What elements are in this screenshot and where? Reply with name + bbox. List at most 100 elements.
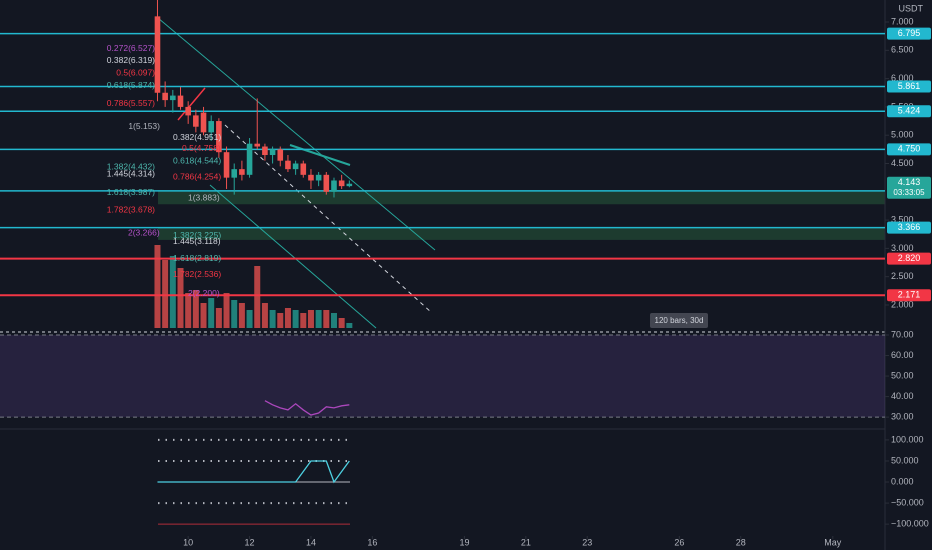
volume-bar (231, 300, 238, 328)
countdown: 03:33:05 (893, 188, 925, 197)
bars-label: 120 bars, 30d (655, 316, 704, 325)
x-tick-label: 10 (183, 537, 193, 547)
candle-body (269, 149, 276, 156)
volume-bar (200, 303, 207, 328)
volume-bar (154, 245, 161, 328)
trend-line (157, 17, 436, 251)
x-tick-label: 19 (459, 537, 469, 547)
volume-bar (246, 310, 253, 328)
x-tick-label: 23 (582, 537, 592, 547)
level-tag (887, 105, 931, 118)
level-label: 4.750 (898, 144, 921, 154)
y-tick-label: −50.000 (891, 497, 924, 507)
level-tag (887, 80, 931, 93)
fib-label: 0.786(5.557) (107, 98, 155, 108)
level-label: 3.366 (898, 222, 921, 232)
y-tick-label: 6.000 (891, 73, 914, 83)
candle-body (177, 95, 184, 107)
x-tick-label: May (824, 537, 842, 547)
rsi-band (0, 334, 885, 418)
fib-label: 1.782(3.678) (107, 204, 155, 214)
fib-label: 2(2.200) (188, 288, 220, 298)
candle-body (308, 174, 314, 181)
level-tag (887, 289, 931, 302)
y-tick-label: 5.000 (891, 130, 914, 140)
candle-body (277, 149, 284, 161)
volume-bar (169, 256, 176, 328)
volume-bar (277, 313, 284, 328)
level-label: 2.171 (898, 290, 921, 300)
y-tick-label: 4.500 (891, 158, 914, 168)
fib-label: 0.382(4.951) (173, 132, 221, 142)
candle-body (170, 95, 176, 101)
y-tick-label: 40.00 (891, 391, 914, 401)
volume-bar (208, 298, 215, 328)
volume-bar (185, 293, 192, 328)
zone (158, 227, 885, 240)
trend-line (289, 144, 351, 166)
last-price-label: 4.143 (898, 177, 921, 187)
level-tag (887, 221, 931, 234)
volume-bar (307, 310, 314, 328)
fib-label: 1(5.153) (128, 121, 160, 131)
fib-label: 1(3.883) (188, 193, 220, 203)
x-tick-label: 28 (736, 537, 746, 547)
fib-label: 1.618(3.987) (107, 187, 155, 197)
fib-label: 1.445(3.118) (173, 236, 221, 246)
candle-body (262, 146, 268, 156)
y-tick-label: 100.000 (891, 434, 924, 444)
y-tick-label: 50.000 (891, 455, 919, 465)
y-tick-label: 0.000 (891, 476, 914, 486)
currency: USDT (899, 3, 924, 13)
candle-body (292, 163, 299, 170)
candle-body (223, 152, 230, 178)
candle-body (193, 115, 199, 127)
volume-bar (315, 310, 322, 328)
volume-bar (323, 310, 330, 328)
level-tag (887, 143, 931, 156)
series-line (264, 400, 350, 416)
volume-bar (292, 310, 299, 328)
volume-bar (284, 308, 291, 328)
y-tick-label: 7.000 (891, 16, 914, 26)
last-price-tag (887, 176, 931, 199)
volume-bar (192, 290, 199, 328)
x-tick-label: 26 (674, 537, 684, 547)
level-label: 5.861 (898, 81, 921, 91)
y-tick-label: 30.00 (891, 411, 914, 421)
volume-bar (338, 318, 345, 328)
candle-body (185, 106, 191, 116)
candle-body (254, 143, 261, 147)
y-tick-label: 50.00 (891, 370, 914, 380)
fib-label: 0.618(4.544) (173, 155, 221, 165)
candle-body (200, 112, 207, 133)
volume-bar (162, 260, 169, 328)
level-label: 5.424 (898, 106, 921, 116)
fib-label: 1.382(3.225) (173, 230, 221, 240)
volume-bar (261, 303, 268, 328)
fib-label: 2(3.266) (128, 228, 160, 238)
candle-body (208, 121, 214, 133)
trend-line (209, 184, 377, 329)
fib-label: 1.782(2.536) (173, 269, 221, 279)
volume-bar (215, 308, 222, 328)
zone (158, 190, 885, 205)
candle-body (216, 121, 222, 153)
fib-label: 1.445(4.314) (107, 168, 155, 178)
x-tick-label: 16 (367, 537, 377, 547)
level-tag (887, 27, 931, 40)
level-label: 6.795 (898, 28, 921, 38)
candle-body (154, 16, 161, 93)
fib-label: 0.5(4.758) (182, 143, 221, 153)
volume-bar (300, 313, 307, 328)
y-tick-label: 3.000 (891, 243, 914, 253)
candle-body (338, 180, 345, 187)
y-tick-label: 2.500 (891, 271, 914, 281)
x-tick-label: 21 (521, 537, 531, 547)
candle-body (246, 143, 253, 175)
y-tick-label: 3.500 (891, 214, 914, 224)
candle-body (346, 183, 353, 187)
x-tick-label: 12 (245, 537, 255, 547)
